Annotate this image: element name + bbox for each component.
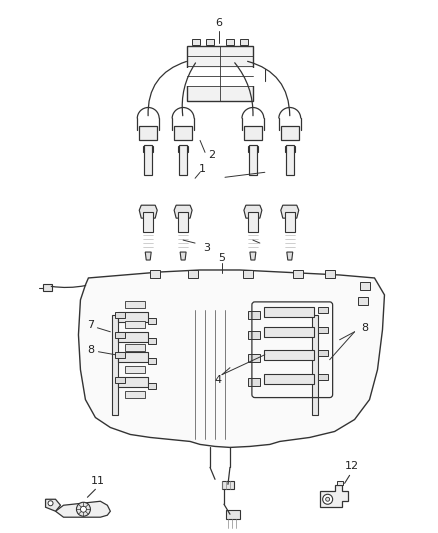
Polygon shape — [145, 252, 151, 260]
Circle shape — [81, 506, 86, 512]
Bar — [148, 358, 156, 364]
Bar — [125, 344, 145, 351]
Text: 11: 11 — [90, 477, 104, 486]
Bar — [148, 318, 156, 324]
Bar — [148, 383, 156, 389]
Bar — [175, 69, 189, 80]
Bar — [243, 270, 253, 278]
Bar — [143, 147, 153, 152]
Bar — [285, 212, 295, 232]
Bar — [264, 307, 314, 317]
Bar — [188, 270, 198, 278]
Bar — [115, 352, 125, 358]
Polygon shape — [281, 205, 299, 218]
Bar — [174, 126, 192, 140]
Bar — [178, 212, 188, 232]
Bar — [248, 147, 258, 152]
Bar — [264, 374, 314, 384]
Bar — [192, 39, 200, 45]
Polygon shape — [320, 486, 348, 507]
Circle shape — [254, 71, 261, 78]
Bar — [139, 126, 157, 140]
Bar — [115, 377, 125, 383]
Text: 8: 8 — [361, 323, 369, 333]
Circle shape — [323, 494, 332, 504]
Bar — [179, 146, 187, 175]
Circle shape — [48, 501, 53, 506]
Bar — [112, 315, 118, 415]
Circle shape — [179, 71, 186, 78]
Bar — [115, 312, 125, 318]
Bar — [226, 39, 234, 45]
Bar — [251, 69, 265, 80]
Text: 8: 8 — [87, 345, 94, 355]
Text: 4: 4 — [215, 375, 222, 385]
Polygon shape — [250, 252, 256, 260]
Bar — [148, 338, 156, 344]
Bar — [318, 350, 328, 356]
Bar — [264, 350, 314, 360]
Text: 12: 12 — [345, 462, 359, 471]
Bar — [125, 321, 145, 328]
Bar — [118, 352, 148, 362]
Bar — [226, 510, 240, 519]
Bar — [357, 297, 367, 305]
Bar — [325, 270, 335, 278]
Text: 1: 1 — [198, 164, 205, 174]
Polygon shape — [244, 205, 262, 218]
Bar — [285, 147, 295, 152]
Bar — [318, 374, 328, 379]
Text: 6: 6 — [215, 18, 223, 28]
Text: 3: 3 — [204, 243, 211, 253]
Polygon shape — [56, 501, 110, 517]
Bar — [206, 39, 214, 45]
Bar — [178, 147, 188, 152]
Bar — [118, 332, 148, 342]
Text: 2: 2 — [208, 150, 215, 160]
Bar — [249, 146, 257, 175]
Bar — [165, 68, 265, 86]
Polygon shape — [287, 252, 293, 260]
Bar — [337, 481, 343, 486]
Bar — [312, 315, 318, 415]
Bar — [144, 146, 152, 175]
Bar — [318, 327, 328, 333]
Polygon shape — [174, 205, 192, 218]
Bar — [125, 391, 145, 398]
Bar — [150, 270, 160, 278]
Bar — [264, 327, 314, 337]
Bar — [248, 311, 260, 319]
Bar — [244, 126, 262, 140]
Bar — [222, 481, 234, 489]
Bar — [143, 212, 153, 232]
Bar — [187, 46, 253, 101]
Polygon shape — [139, 205, 157, 218]
Polygon shape — [78, 270, 385, 447]
Text: 5: 5 — [219, 253, 226, 263]
Polygon shape — [46, 499, 60, 511]
Bar — [360, 282, 370, 290]
Bar — [248, 212, 258, 232]
Bar — [318, 307, 328, 313]
Bar — [248, 378, 260, 385]
Bar — [293, 270, 303, 278]
Bar — [248, 331, 260, 339]
Polygon shape — [180, 252, 186, 260]
Circle shape — [77, 502, 90, 516]
Bar — [125, 301, 145, 308]
Bar — [115, 332, 125, 338]
Bar — [118, 377, 148, 386]
Bar — [240, 39, 248, 45]
Bar — [281, 126, 299, 140]
Bar — [248, 354, 260, 362]
Circle shape — [326, 497, 330, 501]
Bar — [42, 284, 52, 291]
Text: 7: 7 — [87, 320, 94, 330]
Bar — [125, 366, 145, 373]
Bar — [286, 146, 294, 175]
Bar — [118, 312, 148, 322]
